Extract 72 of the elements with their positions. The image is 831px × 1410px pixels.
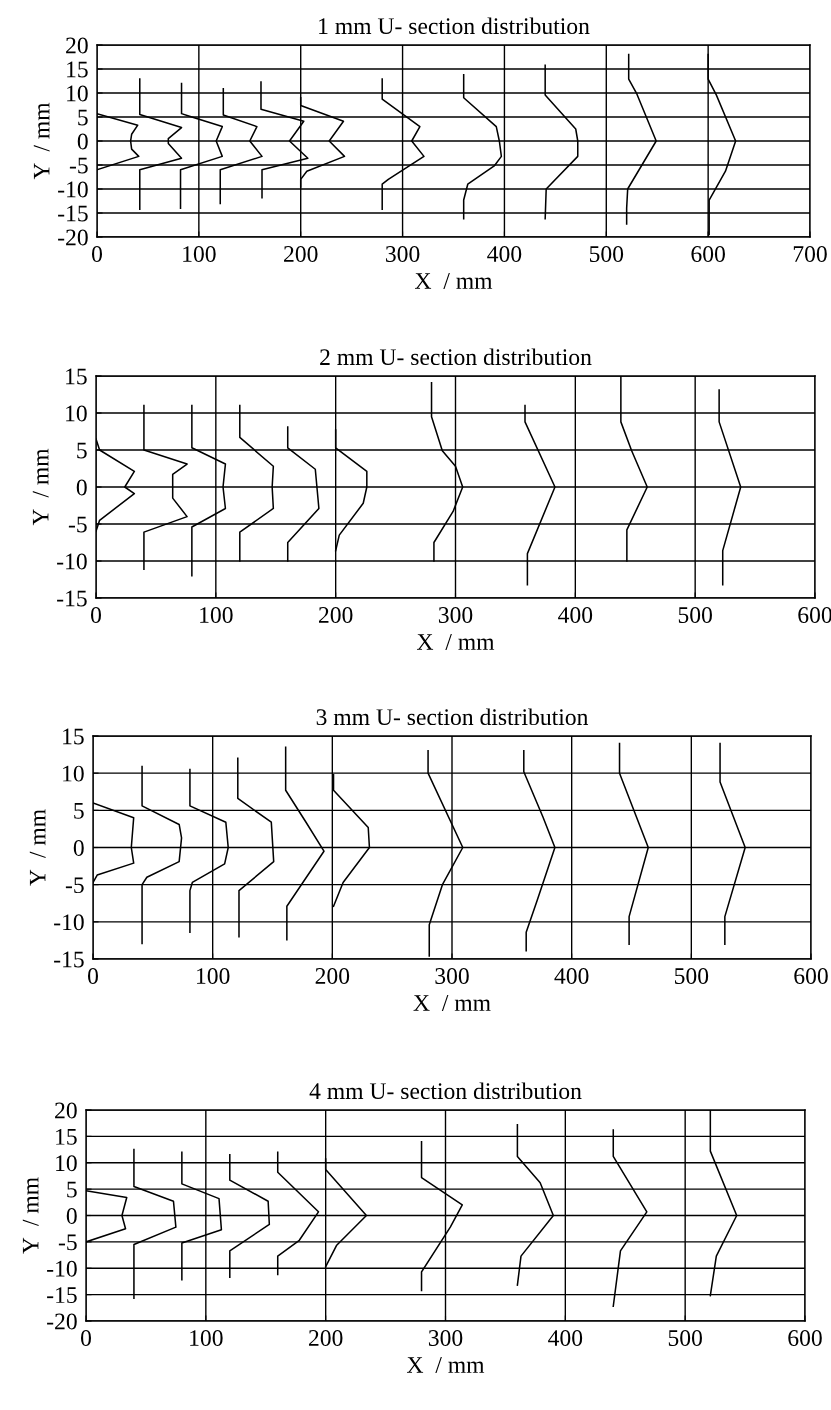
- y-tick-label: 15: [56, 1128, 77, 1145]
- y-tick-label: 0: [76, 479, 87, 496]
- y-tick-label: 10: [67, 85, 88, 102]
- y-tick-label: -15: [47, 1287, 77, 1304]
- y-tick-label: -15: [54, 951, 84, 968]
- y-tick-label: -10: [58, 181, 88, 198]
- x-tick-label: 400: [487, 246, 522, 262]
- x-tick-label: 0: [92, 246, 102, 262]
- y-tick-label: -5: [65, 877, 84, 894]
- x-tick-label: 100: [197, 968, 230, 984]
- y-tick-label: 20: [66, 37, 88, 54]
- x-tick-label: 300: [428, 1330, 463, 1346]
- x-tick-label: 500: [668, 1330, 702, 1346]
- y-tick-label: 5: [74, 803, 84, 819]
- y-tick-label: 5: [77, 442, 87, 459]
- x-tick-label: 600: [798, 607, 831, 623]
- x-tick-label: 500: [678, 607, 712, 623]
- x-axis-title: X / mm: [417, 634, 495, 650]
- x-tick-label: 500: [589, 246, 624, 262]
- y-tick-label: -5: [58, 1234, 77, 1251]
- y-tick-label: -20: [47, 1313, 77, 1330]
- x-tick-label: 400: [554, 968, 589, 984]
- x-tick-label: 600: [794, 968, 828, 984]
- x-tick-label: 200: [318, 607, 353, 623]
- y-axis-title: Y / mm: [32, 448, 49, 526]
- y-tick-label: 10: [66, 405, 87, 422]
- y-tick-label: -10: [54, 914, 84, 931]
- y-tick-label: 0: [77, 133, 88, 150]
- x-tick-label: 400: [558, 607, 593, 623]
- y-axis-title: Y / mm: [29, 809, 46, 886]
- y-tick-label: -10: [57, 553, 87, 570]
- y-tick-label: 5: [78, 109, 88, 126]
- y-tick-label: 10: [56, 1155, 77, 1172]
- y-tick-label: 15: [67, 61, 88, 78]
- chart-title: 2 mm U- section distribution: [320, 348, 592, 366]
- x-tick-label: 700: [793, 246, 827, 262]
- x-axis-title: X / mm: [407, 1357, 485, 1373]
- y-tick-label: -20: [58, 229, 88, 246]
- x-axis-title: X / mm: [415, 273, 493, 289]
- y-tick-label: 20: [55, 1102, 77, 1119]
- y-tick-label: 0: [66, 1207, 77, 1224]
- x-tick-label: 600: [788, 1330, 822, 1346]
- y-tick-label: 10: [63, 765, 84, 782]
- x-axis-title: X / mm: [413, 995, 491, 1011]
- y-axis-title: Y / mm: [22, 1177, 39, 1254]
- x-tick-label: 0: [88, 968, 98, 984]
- y-tick-label: 15: [66, 368, 87, 385]
- chart-title: 3 mm U- section distribution: [316, 708, 589, 726]
- x-tick-label: 600: [691, 246, 725, 262]
- x-tick-label: 400: [548, 1330, 583, 1346]
- y-tick-label: 0: [73, 839, 84, 856]
- y-tick-label: -5: [69, 157, 88, 174]
- x-tick-label: 500: [675, 968, 709, 984]
- chart-title: 1 mm U- section distribution: [319, 17, 590, 35]
- y-tick-label: -15: [58, 205, 88, 222]
- x-tick-label: 100: [183, 246, 216, 262]
- x-tick-label: 200: [284, 246, 318, 262]
- x-tick-label: 300: [385, 246, 420, 262]
- y-axis-title: Y / mm: [33, 102, 50, 180]
- y-tick-label: -10: [47, 1260, 77, 1277]
- x-tick-label: 300: [438, 607, 473, 623]
- chart-title: 4 mm U- section distribution: [309, 1082, 582, 1100]
- x-tick-label: 200: [315, 968, 350, 984]
- y-tick-label: -15: [57, 590, 87, 607]
- x-tick-label: 0: [91, 607, 101, 623]
- x-tick-label: 100: [200, 607, 233, 623]
- y-tick-label: 15: [63, 728, 84, 745]
- x-tick-label: 200: [308, 1330, 343, 1346]
- x-tick-label: 100: [190, 1330, 223, 1346]
- y-tick-label: 5: [67, 1181, 77, 1198]
- y-tick-label: -5: [68, 516, 87, 533]
- x-tick-label: 300: [435, 968, 469, 984]
